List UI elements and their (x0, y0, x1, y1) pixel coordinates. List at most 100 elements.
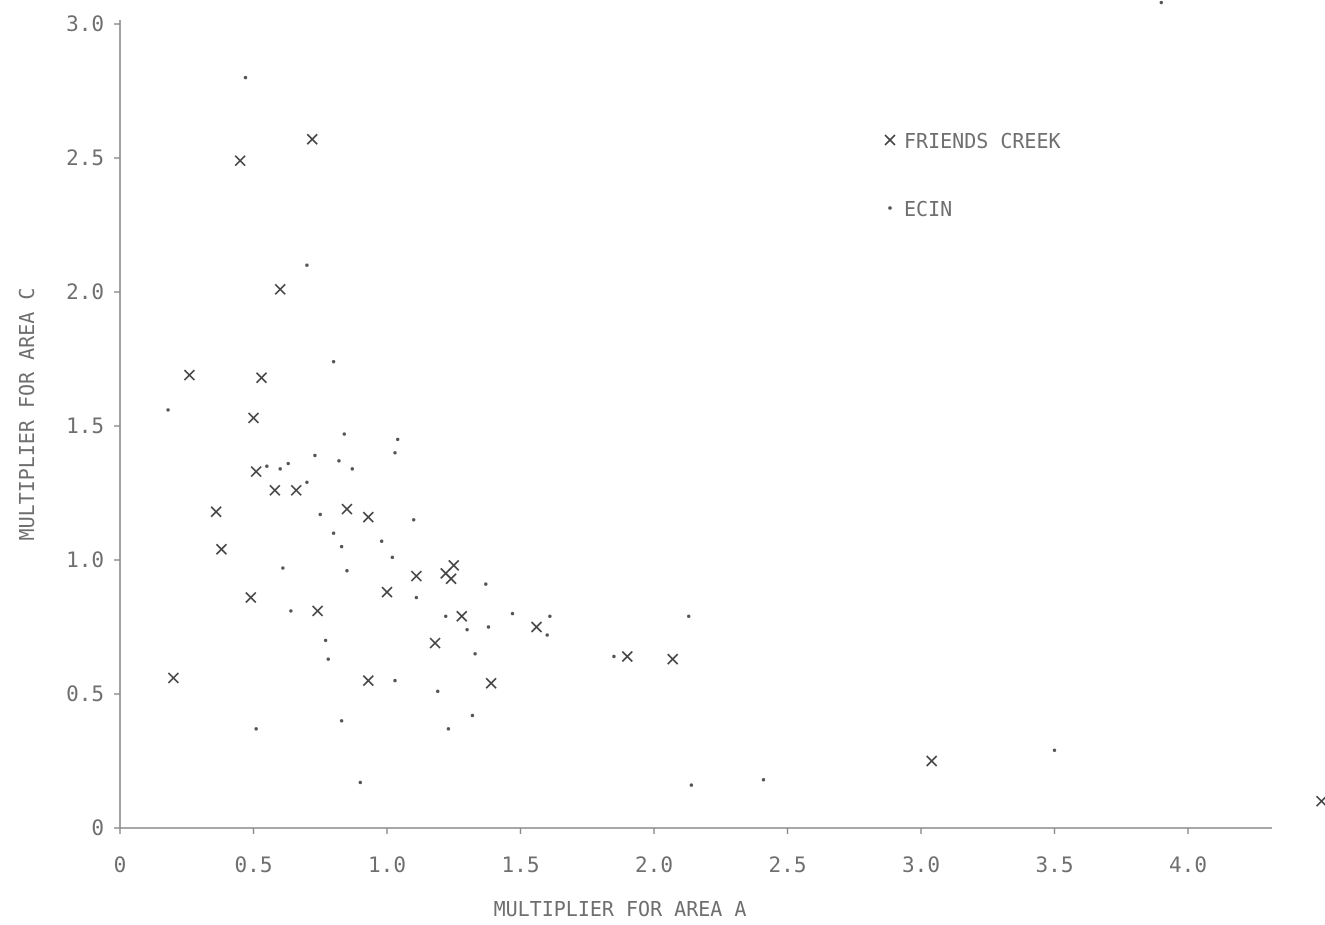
ecin-point (545, 633, 549, 637)
y-tick-label: 2.0 (66, 280, 104, 304)
friends-creek-point (255, 372, 268, 384)
ecin-point (278, 467, 282, 471)
legend-label-ecin: ECIN (904, 197, 952, 221)
friends-creek-point (381, 586, 393, 598)
ecin-point (318, 512, 322, 517)
x-tick-label: 1.0 (368, 853, 406, 877)
friends-creek-point (341, 503, 353, 515)
x-mark-stroke (255, 372, 268, 384)
x-mark-stroke (667, 653, 679, 665)
x-mark-stroke (410, 570, 422, 582)
x-tick-label: 1.5 (502, 853, 540, 877)
ecin-point (326, 657, 330, 661)
friends-creek-point (429, 637, 441, 649)
ecin-point (548, 614, 552, 618)
ecin-point (390, 555, 395, 560)
x-mark-stroke (269, 484, 281, 496)
y-tick-label: 2.5 (66, 146, 104, 170)
friends-creek-point (274, 283, 286, 295)
legend: FRIENDS CREEK ECIN (884, 129, 1061, 221)
ecin-point (350, 467, 354, 471)
x-mark-stroke (530, 621, 543, 633)
y-tick-label: 1.5 (66, 414, 104, 438)
ecin-point (379, 539, 384, 543)
ecin-point (339, 719, 344, 723)
ecin-point (1159, 0, 1164, 5)
ecin-point (446, 727, 451, 731)
x-mark-stroke (183, 369, 196, 381)
friends-creek-point (183, 369, 196, 381)
friends-creek-point (306, 133, 318, 145)
ecin-point (1052, 748, 1057, 752)
friends-creek-point (210, 506, 222, 518)
ecin-point (444, 614, 448, 618)
x-mark-stroke (210, 506, 222, 518)
ecin-point (395, 437, 400, 442)
friends-creek-point (250, 465, 262, 478)
ecin-point (166, 408, 170, 412)
y-axis-title: MULTIPLIER FOR AREA C (15, 288, 39, 541)
x-mark-stroke (362, 674, 374, 687)
x-mark-stroke (306, 133, 318, 145)
x-tick-label: 2.0 (635, 853, 673, 877)
friends-creek-point (530, 621, 543, 633)
friends-creek-point (247, 412, 260, 424)
ecin-point (358, 780, 362, 785)
ecin-point (331, 359, 336, 364)
ecin-point (761, 778, 766, 782)
x-mark-stroke (429, 637, 441, 649)
x-mark-stroke (245, 591, 257, 604)
friends-creek-point (290, 484, 302, 496)
ecin-point (486, 625, 491, 629)
x-mark-stroke (215, 543, 228, 555)
ecin-point (465, 627, 469, 632)
axes (114, 20, 1272, 834)
x-tick-label: 0.5 (235, 853, 273, 877)
ecin-point (281, 566, 285, 570)
x-mark-stroke (250, 465, 262, 478)
friends-creek-point (485, 677, 497, 689)
legend-marker-friends-creek (884, 134, 896, 146)
friends-creek-point (410, 570, 422, 582)
x-mark-stroke (341, 503, 353, 515)
friends-creek-point (448, 559, 460, 571)
friends-creek-point (926, 755, 938, 767)
ecin-point (484, 582, 488, 586)
ecin-point (510, 611, 515, 616)
friends-creek-point (362, 674, 374, 687)
friends-creek-point (667, 653, 679, 665)
friends-creek-point (1315, 795, 1325, 807)
ecin-point (342, 432, 346, 436)
x-mark-stroke (884, 134, 896, 146)
x-mark-stroke (274, 283, 286, 295)
x-mark-stroke (247, 412, 260, 424)
y-tick-label: 0 (91, 816, 104, 840)
y-tick-label: 1.0 (66, 548, 104, 572)
ecin-point (254, 727, 258, 731)
ecin-point (687, 614, 691, 618)
friends-creek-point (362, 511, 374, 523)
friends-creek-point (311, 605, 324, 617)
ecin-point (286, 461, 290, 466)
ecin-point (412, 518, 416, 522)
ecin-point (289, 609, 293, 613)
friends-creek-point (445, 573, 457, 585)
ecin-point (345, 569, 349, 573)
friends-creek-point (245, 591, 257, 604)
x-mark-stroke (362, 511, 374, 523)
x-mark-stroke (456, 610, 468, 622)
ecin-point (470, 713, 475, 718)
ecin-point (473, 652, 477, 656)
x-mark-stroke (290, 484, 302, 496)
x-mark-stroke (485, 677, 497, 689)
y-tick-label: 3.0 (66, 12, 104, 36)
ecin-point (243, 75, 248, 80)
ecin-point (323, 638, 328, 643)
x-tick-label: 3.5 (1036, 853, 1074, 877)
x-mark-stroke (926, 755, 938, 767)
ecin-point (331, 531, 336, 535)
y-tick-label: 0.5 (66, 682, 104, 706)
friends-creek-point (234, 155, 246, 167)
ecin-point (339, 544, 344, 549)
